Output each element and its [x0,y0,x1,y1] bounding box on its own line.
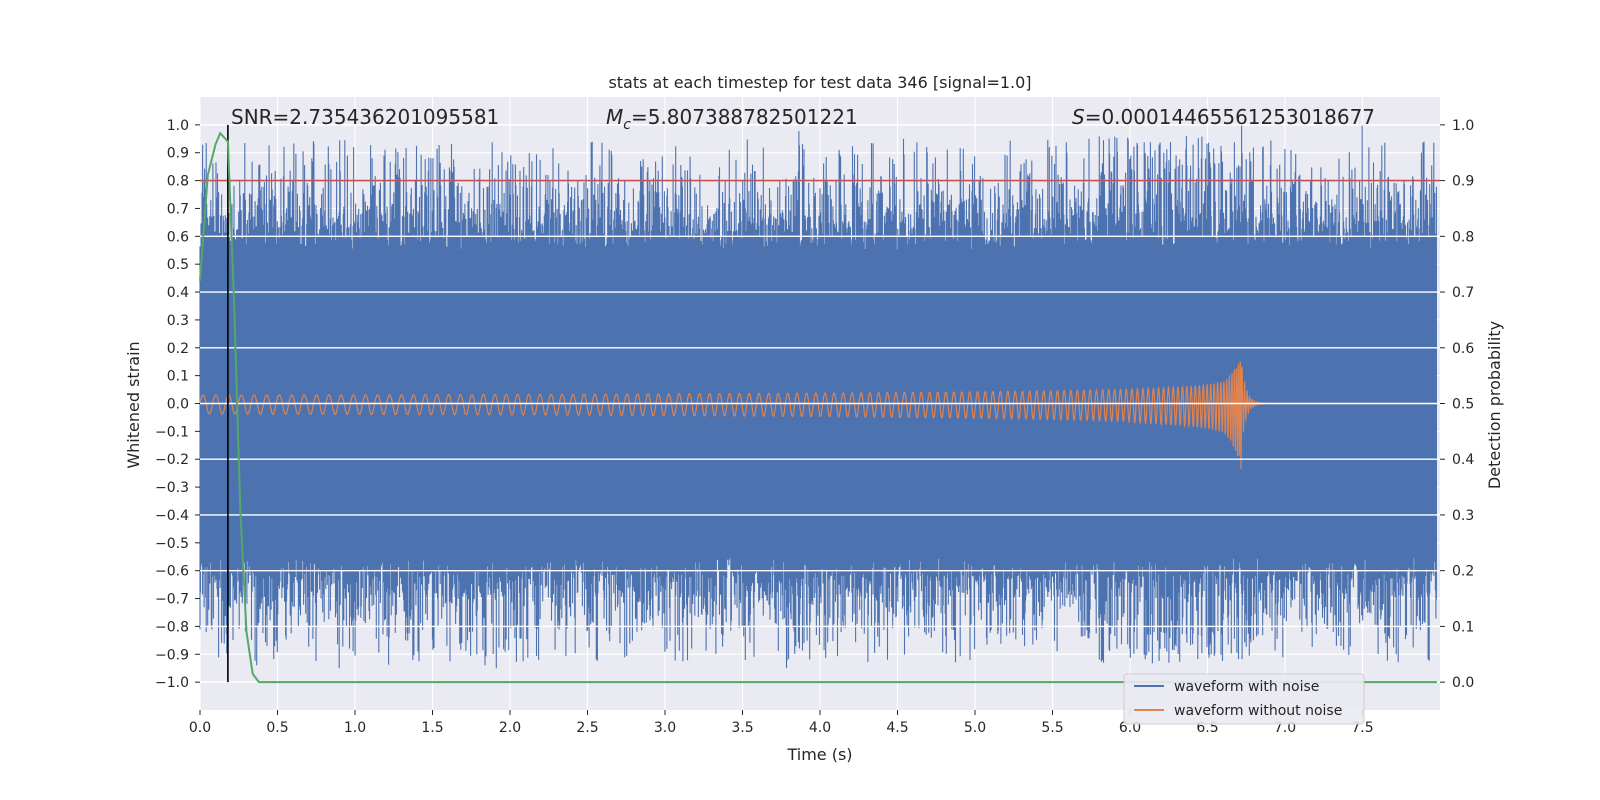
x-tick-label-8: 4.0 [809,720,831,736]
right-y-tick-label-6: 0.4 [1452,452,1474,468]
y-tick-label-11: −0.1 [155,424,189,440]
legend-label-noise: waveform with noise [1174,679,1319,695]
right-y-axis-ticks: 1.0 0.9 0.8 0.7 0.6 0.5 0.4 0.3 0.2 0.1 0.0 [1440,118,1474,691]
legend: waveform with noise waveform without noi… [1123,673,1365,725]
chirp-mass-symbol: M [606,105,623,129]
y-tick-label-5: 0.5 [167,257,189,273]
x-tick-label-5: 2.5 [576,720,598,736]
x-tick-label-7: 3.5 [731,720,753,736]
y-axis-title: Whitened strain [124,341,143,468]
x-tick-label-0: 0.0 [189,720,211,736]
y-tick-label-8: 0.2 [167,341,189,357]
chirp-mass-subscript: c [623,117,631,133]
chirp-mass-annotation: Mc=5.807388782501221 [606,105,858,133]
noise-upper-envelope [199,124,1437,404]
y-axis-ticks: 1.0 0.9 0.8 0.7 0.6 0.5 0.4 0.3 0.2 0.1 0.0 −0.1 −0.… [155,118,200,691]
right-y-tick-label-8: 0.2 [1452,564,1474,580]
s-symbol: S [1072,105,1085,129]
detection-probability-series [199,131,1437,684]
x-tick-label-6: 3.0 [654,720,676,736]
s-value: =0.00014465561253018677 [1085,105,1375,129]
y-tick-label-20: −1.0 [155,675,189,691]
right-y-tick-label-1: 0.9 [1452,174,1474,190]
waveform-without-noise-series [199,361,1437,470]
legend-label-clean: waveform without noise [1174,703,1342,719]
right-y-tick-label-5: 0.5 [1452,397,1474,413]
y-tick-label-15: −0.5 [155,536,189,552]
y-tick-label-18: −0.8 [155,619,189,635]
x-tick-label-9: 4.5 [886,720,908,736]
right-y-tick-label-4: 0.6 [1452,341,1474,357]
x-tick-label-10: 5.0 [964,720,986,736]
snr-annotation: SNR=2.735436201095581 [231,105,499,129]
x-tick-label-11: 5.5 [1041,720,1063,736]
right-y-tick-label-10: 0.0 [1452,675,1474,691]
y-tick-label-2: 0.8 [167,174,189,190]
y-tick-label-1: 0.9 [167,146,189,162]
y-tick-label-0: 1.0 [167,118,189,134]
x-tick-label-4: 2.0 [499,720,521,736]
right-y-axis-title: Detection probability [1485,321,1504,489]
y-tick-label-7: 0.3 [167,313,189,329]
y-tick-label-16: −0.6 [155,564,189,580]
right-y-tick-label-7: 0.3 [1452,508,1474,524]
noise-lower-envelope [199,403,1437,669]
y-tick-label-3: 0.7 [167,201,189,217]
x-tick-label-2: 1.0 [344,720,366,736]
x-tick-label-3: 1.5 [421,720,443,736]
y-tick-label-19: −0.9 [155,647,189,663]
clean-waveform-line [199,361,1437,470]
right-y-tick-label-2: 0.8 [1452,229,1474,245]
y-tick-label-6: 0.4 [167,285,189,301]
y-tick-label-9: 0.1 [167,369,189,385]
s-annotation: S=0.00014465561253018677 [1072,105,1375,129]
chirp-mass-value: =5.807388782501221 [631,105,858,129]
right-y-tick-label-9: 0.1 [1452,619,1474,635]
y-tick-label-13: −0.3 [155,480,189,496]
right-y-tick-label-3: 0.7 [1452,285,1474,301]
y-tick-label-14: −0.4 [155,508,189,524]
y-tick-label-4: 0.6 [167,229,189,245]
x-tick-label-1: 0.5 [266,720,288,736]
chart-title: stats at each timestep for test data 346… [608,73,1031,92]
x-axis-title: Time (s) [786,745,852,764]
y-tick-label-17: −0.7 [155,592,189,608]
y-tick-label-12: −0.2 [155,452,189,468]
legend-box [1123,673,1365,725]
right-y-tick-label-0: 1.0 [1452,118,1474,134]
y-tick-label-10: 0.0 [167,397,189,413]
